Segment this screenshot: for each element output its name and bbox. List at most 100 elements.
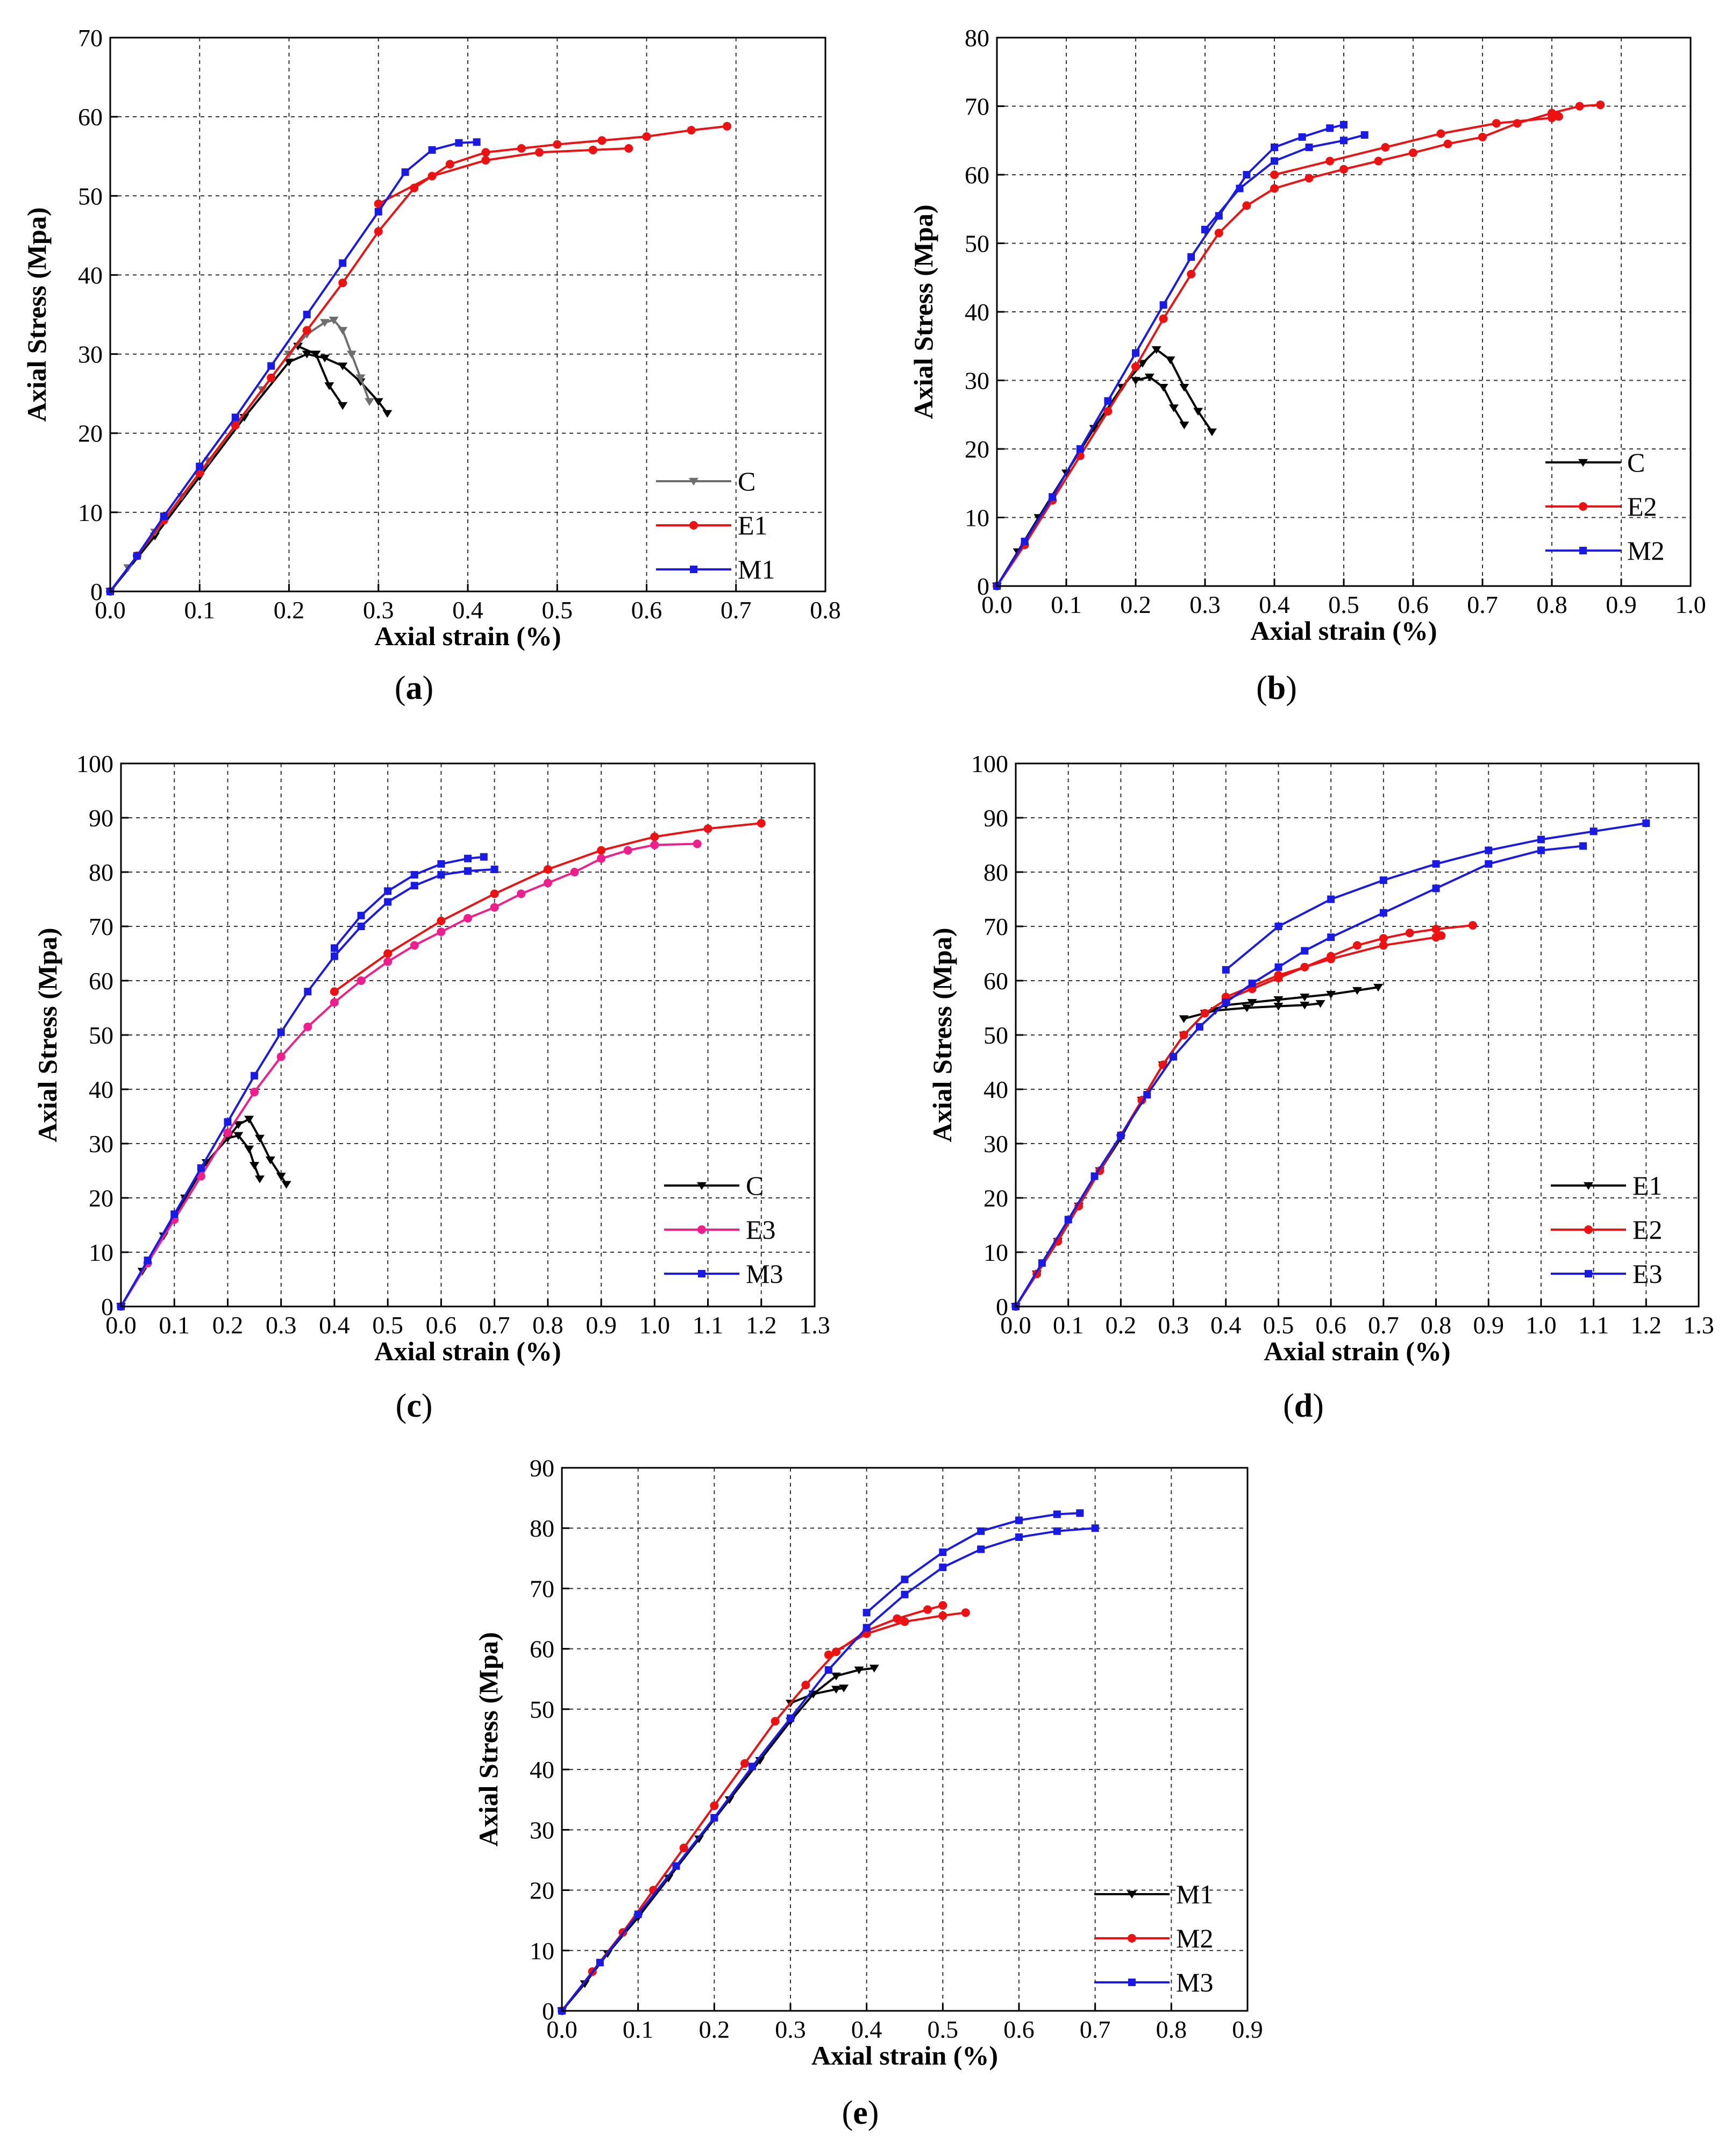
loop-branch-0-point [490, 889, 499, 898]
legend-marker [1585, 1270, 1592, 1277]
series-m1-point [374, 208, 382, 216]
series-e2-point [1409, 148, 1417, 158]
series-m2-point [1340, 120, 1348, 128]
series-e3-point [1432, 884, 1440, 893]
y-tick-label: 60 [983, 967, 1008, 995]
series-m1-point [196, 462, 204, 470]
series-c-point [255, 1134, 265, 1143]
series-m3-point [901, 1590, 909, 1598]
series-e3-point [357, 976, 366, 985]
x-axis-label: Axial strain (%) [811, 2040, 998, 2071]
loop-branch-0-point [862, 1609, 871, 1617]
series-m1-point [339, 259, 347, 267]
series-e1-point [1300, 994, 1310, 1002]
grid [997, 38, 1691, 586]
loop-branch-1-point [1554, 112, 1563, 121]
x-tick-label: 0.4 [851, 2016, 882, 2043]
x-tick-label: 0.5 [542, 596, 573, 624]
series-m1-point [455, 139, 463, 147]
series-e3-point [1222, 998, 1230, 1006]
series-e2-point [1274, 973, 1283, 982]
series-e1-point [517, 144, 526, 153]
loop-branch-2-point [1168, 404, 1179, 412]
series-e1-point [1326, 990, 1336, 999]
loop-branch-1-point [1270, 170, 1279, 179]
series-m3-point [170, 1210, 179, 1218]
loop-branch-0-point [1432, 860, 1440, 868]
loop-branch-0-point [284, 358, 294, 367]
loop-branch-1-point [357, 911, 365, 919]
loop-branch-2-point [233, 1132, 244, 1140]
series-e2-point [1103, 406, 1113, 416]
legend-label: C [1627, 447, 1645, 477]
x-tick-label: 1.1 [693, 1311, 724, 1339]
series-m3-point [1091, 1524, 1099, 1532]
series-m1-point [831, 1672, 841, 1681]
y-tick-label: 70 [78, 24, 103, 52]
series-e1-point [553, 140, 562, 149]
series-m1-point [160, 512, 168, 520]
loop-branch-0-point [1271, 157, 1278, 165]
series-c-point [1089, 425, 1099, 433]
series-e3-point [1248, 980, 1256, 988]
x-axis-label: Axial strain (%) [1264, 1336, 1450, 1366]
series-m3-point [330, 952, 338, 960]
chart-panel-e: 0.0 0.1 0.2 0.3 0.4 0.5 0.6 0.7 0.8 0.9 0 10 20 30 40 5… [473, 1454, 1263, 2131]
series-c-point [233, 1121, 244, 1129]
x-tick-label: 0.2 [1106, 1311, 1137, 1339]
y-tick-label: 90 [89, 804, 113, 832]
x-tick-label: 0.9 [1232, 2016, 1263, 2043]
y-tick-label: 70 [89, 913, 113, 940]
x-tick-label: 0.0 [95, 596, 126, 624]
x-tick-label: 0.6 [631, 596, 662, 624]
loop-branch-2-point [1315, 1000, 1325, 1008]
loop-branch-0-point [1201, 226, 1209, 233]
x-tick-label: 0.3 [1189, 591, 1221, 618]
x-tick-label: 0.3 [775, 2016, 806, 2043]
series-m2-point [710, 1801, 719, 1810]
x-axis-label: Axial strain (%) [374, 621, 561, 651]
legend-marker [1584, 1225, 1593, 1234]
legend-label: C [746, 1170, 764, 1201]
series-e2-point [1353, 941, 1362, 950]
series-e3-point [570, 868, 579, 876]
series-c-point [265, 1156, 275, 1165]
loop-branch-1-point [384, 887, 392, 895]
y-axis-label: Axial Stress (Mpa) [927, 927, 957, 1142]
x-tick-label: 0.1 [159, 1311, 190, 1339]
loop-branch-0-point [1305, 144, 1313, 151]
series-e2-point [1513, 119, 1522, 128]
series-m1-point [473, 138, 481, 146]
legend-marker [1578, 459, 1588, 467]
series-m3-point [672, 1862, 680, 1870]
y-tick-label: 50 [530, 1696, 554, 1723]
series-m3-point [1053, 1527, 1061, 1535]
series-m3-point [710, 1814, 718, 1822]
series-m3-point [787, 1714, 794, 1722]
series-m1-point [694, 1835, 704, 1844]
series-e3-line [120, 843, 697, 1308]
series-m3-point [251, 1072, 259, 1080]
loop-branch-0-point [1076, 1509, 1084, 1517]
series-m2-line [996, 123, 1344, 587]
series-c-point [1207, 428, 1217, 437]
x-tick-label: 0.5 [1328, 591, 1359, 618]
legend-label: E1 [738, 510, 768, 540]
legend-marker [698, 1270, 705, 1277]
x-tick-label: 0.9 [1473, 1311, 1504, 1339]
series-e2-line [996, 103, 1601, 587]
loop-branch-1-point [338, 402, 348, 410]
x-tick-label: 1.3 [1683, 1311, 1714, 1339]
x-tick-label: 0.9 [586, 1311, 617, 1339]
legend-label: M2 [1627, 536, 1664, 566]
series-e1-point [1273, 996, 1284, 1004]
legend-marker [689, 521, 698, 530]
x-tick-label: 0.3 [363, 596, 394, 624]
series-e2-point [1242, 201, 1251, 210]
x-tick-label: 1.0 [639, 1311, 671, 1339]
series-group [105, 122, 732, 596]
loop-branch-0-line [1204, 134, 1365, 231]
x-tick-label: 0.7 [1080, 2016, 1111, 2043]
x-tick-label: 0.2 [212, 1311, 244, 1339]
series-e3-point [490, 903, 499, 912]
